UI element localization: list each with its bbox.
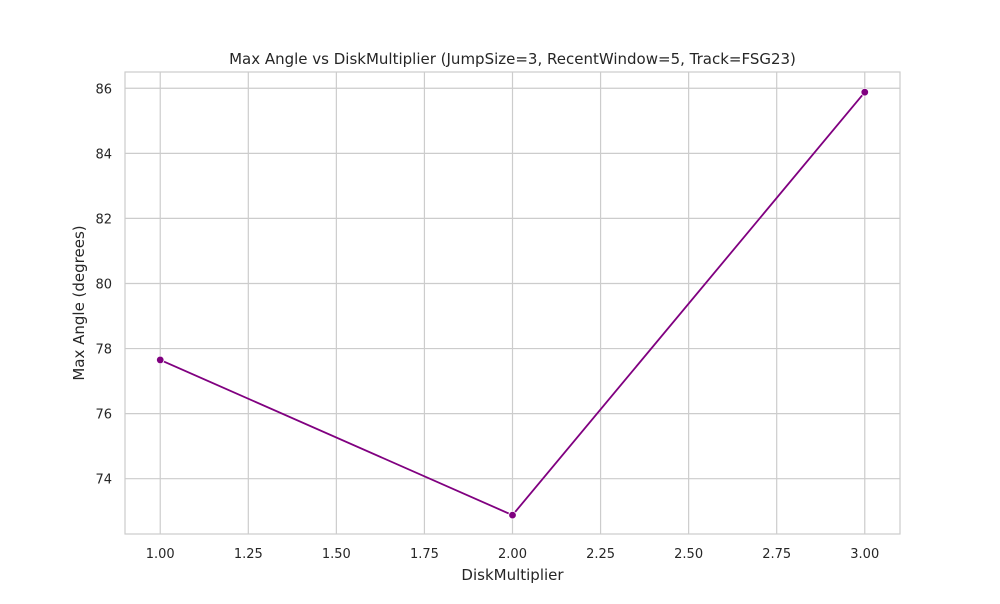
x-tick-label: 3.00: [850, 547, 879, 562]
x-tick-label: 2.25: [586, 547, 615, 562]
plot-frame: [124, 71, 901, 535]
y-tick-label: 82: [95, 212, 112, 227]
data-point: [508, 510, 517, 520]
x-tick-label: 1.25: [234, 547, 263, 562]
y-axis-label: Max Angle (degrees): [70, 225, 88, 380]
x-tick-label: 2.75: [762, 547, 791, 562]
y-tick-label: 84: [95, 147, 112, 162]
data-point: [156, 355, 165, 365]
x-tick-label: 1.00: [146, 547, 175, 562]
x-tick-labels: 1.00 1.25 1.50 1.75 2.00 2.25 2.50 2.75 3.00: [146, 547, 879, 562]
y-tick-label: 86: [95, 82, 112, 97]
data-point: [860, 87, 869, 97]
chart-title: Max Angle vs DiskMultiplier (JumpSize=3,…: [229, 50, 796, 68]
x-tick-label: 2.50: [674, 547, 703, 562]
y-tick-label: 76: [95, 408, 112, 423]
x-tick-label: 1.75: [410, 547, 439, 562]
x-tick-label: 1.50: [322, 547, 351, 562]
y-tick-label: 74: [95, 473, 112, 488]
x-tick-label: 2.00: [498, 547, 527, 562]
y-tick-label: 78: [95, 343, 112, 358]
series-layer: [156, 87, 869, 520]
grid-lines: [125, 72, 900, 534]
y-tick-labels: 74 76 78 80 82 84 86: [95, 82, 112, 487]
x-axis-label: DiskMultiplier: [461, 566, 564, 584]
y-tick-label: 80: [95, 277, 112, 292]
